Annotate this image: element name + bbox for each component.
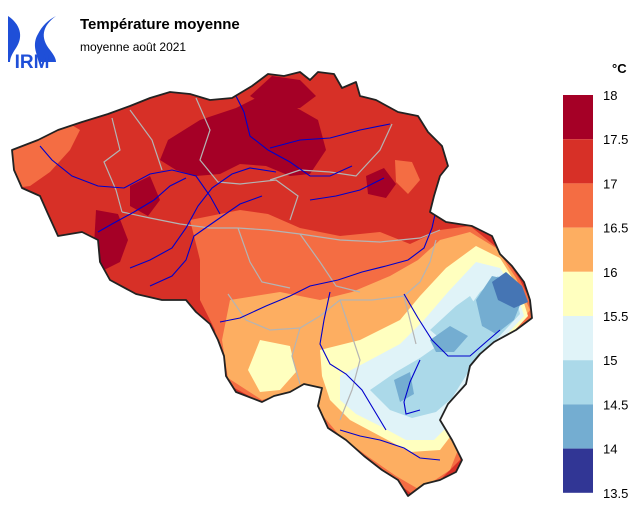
- irm-logo: [8, 16, 56, 62]
- river-lys: [97, 177, 187, 233]
- temp-zone-14-b: [430, 326, 468, 352]
- river-semois: [339, 429, 441, 461]
- river-meuse: [337, 209, 437, 281]
- province-line-4: [121, 211, 441, 243]
- legend-swatch-13-5: [563, 448, 593, 493]
- legend-swatch-15: [563, 316, 593, 361]
- legend-tick-label: 16.5: [603, 221, 628, 236]
- river-sambre: [219, 279, 339, 323]
- logo-wave-right: [34, 16, 56, 62]
- river-scheldt: [39, 145, 221, 215]
- province-line-9: [339, 299, 361, 421]
- river-ourthe: [403, 293, 501, 357]
- river-meuse-south: [319, 291, 387, 431]
- river-dender: [129, 167, 277, 269]
- legend-swatch-15-5: [563, 271, 593, 316]
- legend-tick-label: 13.5: [603, 486, 628, 501]
- legend-tick-label: 14.5: [603, 397, 628, 412]
- legend-swatch-16: [563, 227, 593, 272]
- legend-colorbar: [563, 95, 593, 493]
- legend-swatch-14-5: [563, 360, 593, 405]
- logo-text: IRM: [14, 52, 50, 73]
- temp-zone-14-c: [394, 372, 414, 402]
- temp-zone-17-5-southwest: [94, 210, 128, 270]
- legend-ticks: 18 17.5 17 16.5 16 15.5 15 14.5 14 13.5: [603, 88, 628, 501]
- temp-zone-17-5-west: [130, 176, 160, 216]
- legend-tick-label: 15: [603, 353, 617, 368]
- province-line-3: [269, 123, 393, 181]
- province-line-5: [237, 227, 291, 289]
- map-subtitle: moyenne août 2021: [80, 40, 187, 54]
- river-albert-canal: [269, 123, 391, 149]
- legend-tick-label: 17.5: [603, 132, 628, 147]
- temp-zone-16-5-east: [395, 160, 420, 194]
- temp-zone-13-5: [492, 272, 528, 308]
- legend-unit: °C: [612, 61, 627, 76]
- belgium-temperature-map: [11, 71, 533, 497]
- legend-tick-label: 17: [603, 176, 617, 191]
- legend-tick-label: 18: [603, 88, 617, 103]
- province-boundaries: [103, 97, 441, 421]
- country-border: [11, 71, 533, 497]
- river-dyle: [235, 95, 353, 177]
- temp-zone-17-5-limburg: [366, 168, 396, 198]
- legend-swatch-17: [563, 139, 593, 184]
- legend-swatch-16-5: [563, 183, 593, 228]
- province-line-1: [103, 117, 123, 213]
- legend-swatch-17-5: [563, 95, 593, 140]
- province-line-8: [291, 327, 301, 385]
- river-ourthe-south: [403, 359, 421, 415]
- province-line-11: [129, 109, 163, 171]
- logo-wave-left: [8, 16, 21, 62]
- temp-zone-15-5: [248, 340, 296, 392]
- river-senne: [149, 195, 263, 287]
- temp-zone-14-5-n: [430, 296, 480, 340]
- province-line-2: [195, 97, 299, 221]
- legend-tick-label: 16: [603, 265, 617, 280]
- map-title: Température moyenne: [80, 16, 240, 33]
- temp-zone-17-5-north: [250, 76, 316, 108]
- rivers: [39, 95, 501, 461]
- legend-tick-label: 15.5: [603, 309, 628, 324]
- river-demer: [309, 177, 385, 201]
- legend-tick-label: 14: [603, 442, 617, 457]
- legend-swatch-14: [563, 404, 593, 449]
- province-line-6: [299, 233, 361, 293]
- province-line-10: [403, 295, 417, 345]
